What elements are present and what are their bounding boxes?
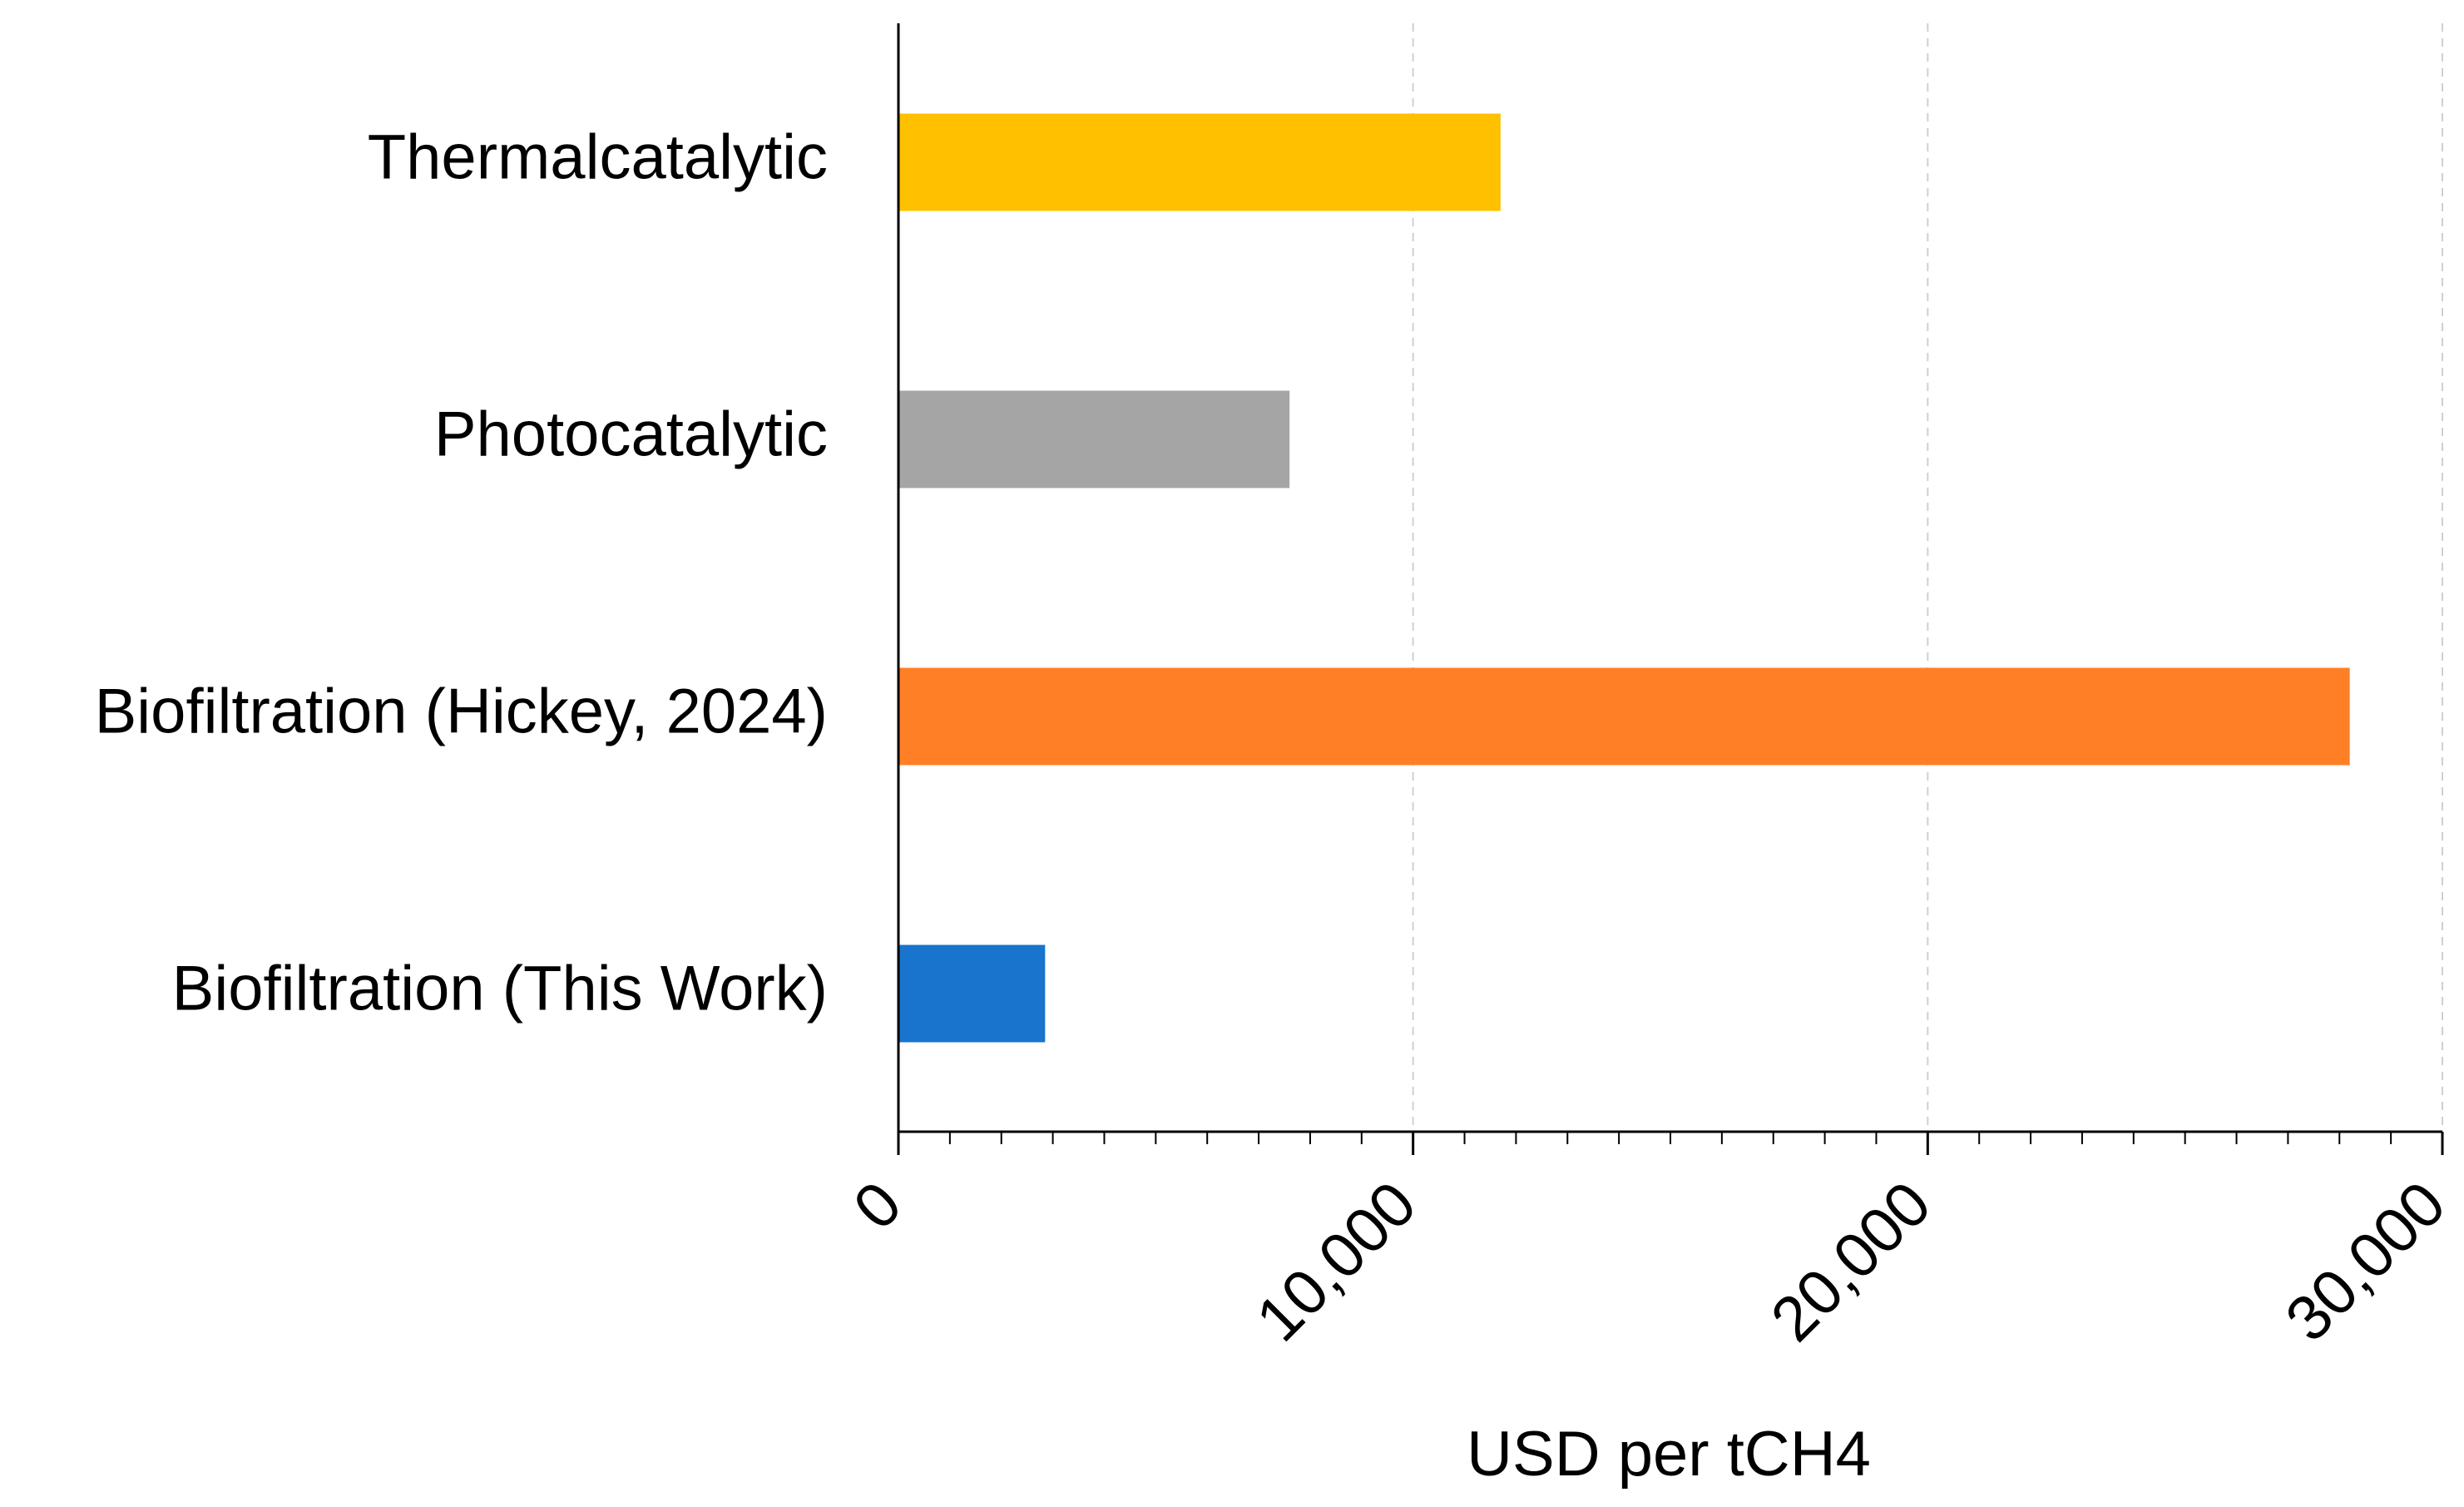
y-tick-label: Biofiltration (This Work) bbox=[172, 954, 828, 1024]
x-axis-title: USD per tCH4 bbox=[1467, 1419, 1871, 1490]
x-tick-label: 0 bbox=[840, 1168, 915, 1243]
bar bbox=[898, 390, 1290, 488]
y-tick-label: Thermalcatalytic bbox=[368, 122, 828, 193]
x-tick-label: 10,000 bbox=[1243, 1168, 1429, 1355]
y-tick-label: Biofiltration (Hickey, 2024) bbox=[95, 677, 828, 747]
bar bbox=[898, 113, 1501, 211]
x-tick-label: 30,000 bbox=[2273, 1168, 2459, 1355]
bar bbox=[898, 944, 1046, 1043]
x-tick-label: 20,000 bbox=[1758, 1168, 1944, 1355]
bar bbox=[898, 667, 2350, 766]
y-tick-label: Photocatalytic bbox=[434, 399, 828, 470]
